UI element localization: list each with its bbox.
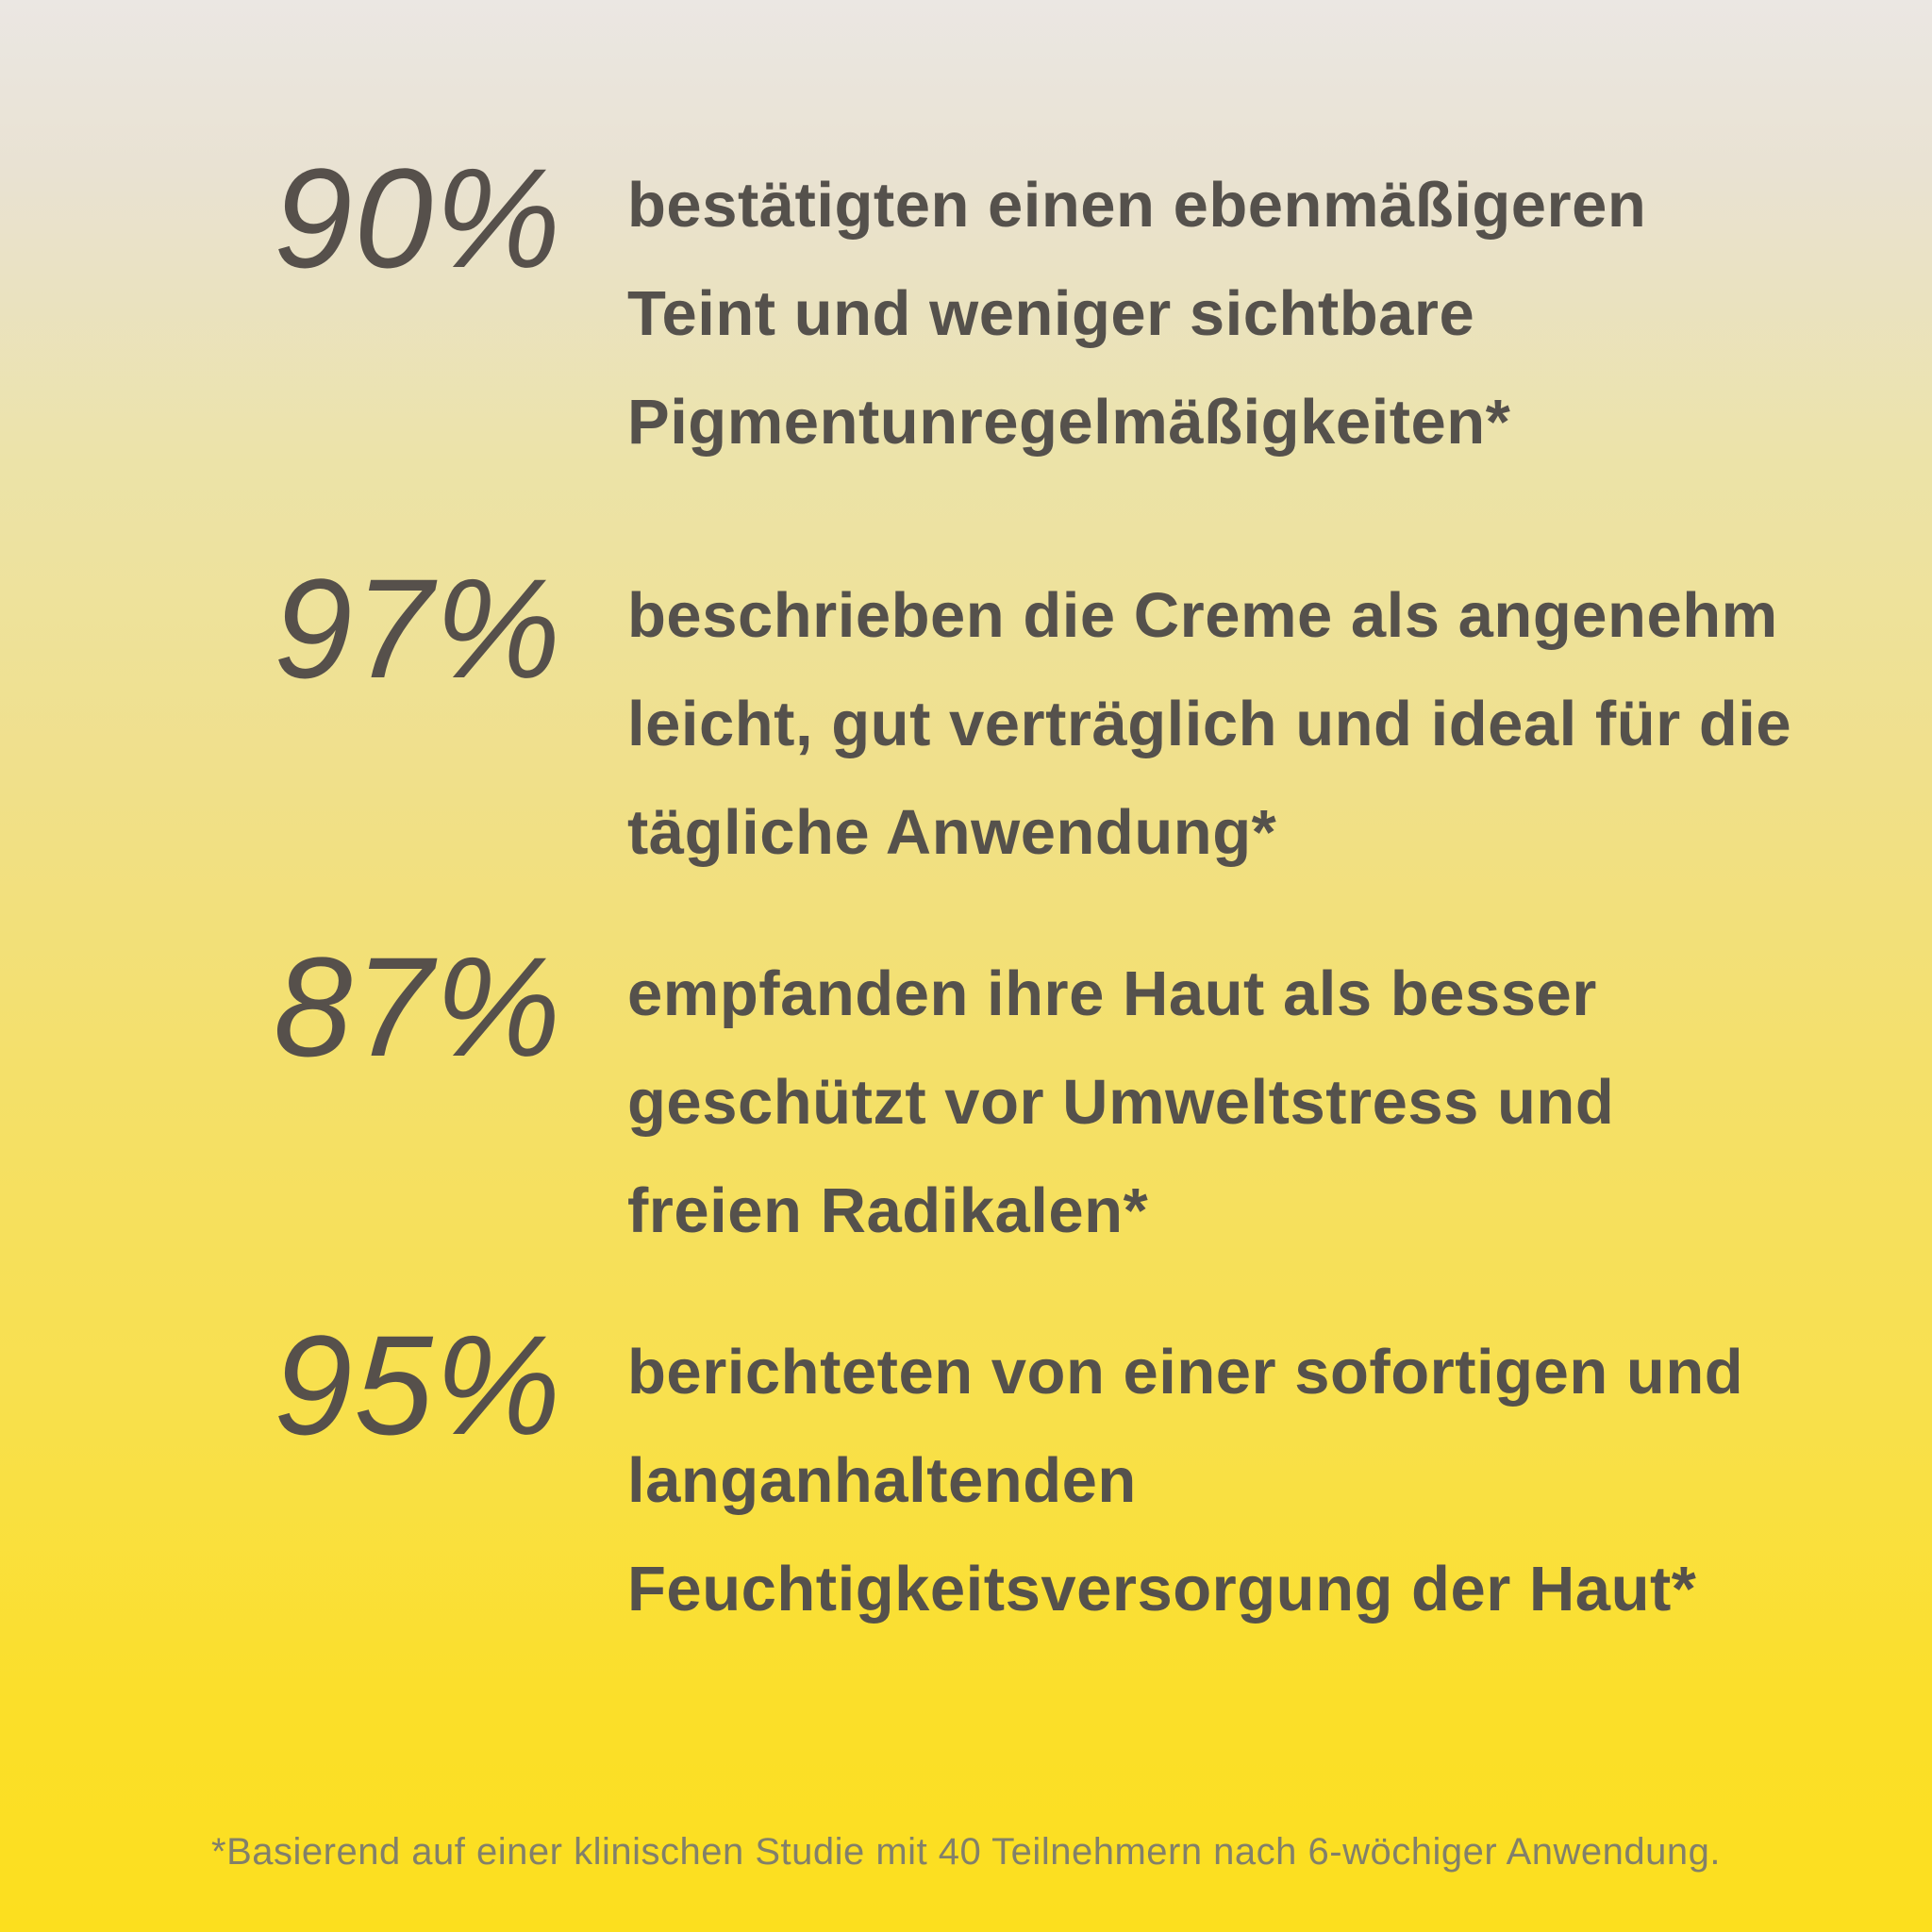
stat-line: berichteten von einer sofortigen und bbox=[627, 1337, 1744, 1407]
stats-list: 90% bestätigten einen ebenmäßigeren Tein… bbox=[274, 147, 1800, 1643]
stat-line: Teint und weniger sichtbare bbox=[627, 278, 1475, 349]
stat-row-3: 87% empfanden ihre Haut als besser gesch… bbox=[274, 936, 1800, 1265]
stat-description-4: berichteten von einer sofortigen und lan… bbox=[627, 1318, 1800, 1643]
stat-line: tägliche Anwendung* bbox=[627, 797, 1277, 868]
stat-percent-2: 97% bbox=[274, 549, 563, 708]
stat-percent-4: 95% bbox=[274, 1306, 563, 1464]
stat-line: bestätigten einen ebenmäßigeren bbox=[627, 170, 1647, 241]
stat-line: langanhaltenden bbox=[627, 1445, 1137, 1516]
stat-row-1: 90% bestätigten einen ebenmäßigeren Tein… bbox=[274, 147, 1800, 476]
stat-percent-3: 87% bbox=[274, 927, 563, 1086]
footnote: *Basierend auf einer klinischen Studie m… bbox=[211, 1831, 1721, 1873]
stat-line: geschützt vor Umweltstress und bbox=[627, 1067, 1615, 1138]
stat-description-2: beschrieben die Creme als angenehm leich… bbox=[627, 561, 1800, 887]
stat-line: freien Radikalen* bbox=[627, 1175, 1149, 1246]
stat-row-4: 95% berichteten von einer sofortigen und… bbox=[274, 1314, 1800, 1643]
stat-line: leicht, gut verträglich und ideal für di… bbox=[627, 689, 1792, 759]
stat-percent-1: 90% bbox=[274, 139, 563, 297]
stat-line: Feuchtigkeitsversorgung der Haut* bbox=[627, 1554, 1697, 1624]
stat-line: empfanden ihre Haut als besser bbox=[627, 958, 1597, 1029]
stat-row-2: 97% beschrieben die Creme als angenehm l… bbox=[274, 549, 1800, 887]
stat-line: Pigmentunregelmäßigkeiten* bbox=[627, 387, 1511, 458]
stat-description-3: empfanden ihre Haut als besser geschützt… bbox=[627, 940, 1800, 1265]
stat-description-1: bestätigten einen ebenmäßigeren Teint un… bbox=[627, 151, 1800, 476]
stat-line: beschrieben die Creme als angenehm bbox=[627, 580, 1778, 651]
